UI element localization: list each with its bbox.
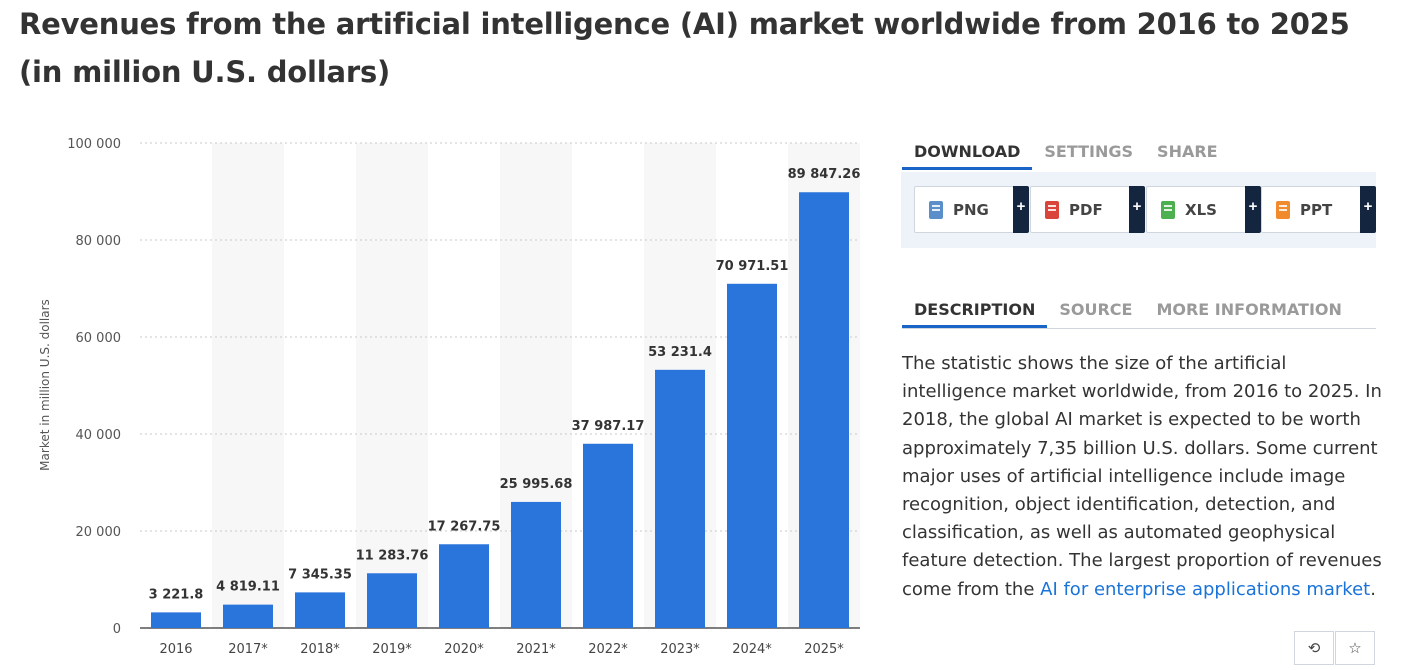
tab-more-information[interactable]: MORE INFORMATION (1156, 300, 1342, 319)
data-label: 70 971.51 (716, 259, 789, 274)
description-text: The statistic shows the size of the arti… (902, 350, 1382, 604)
favorite-button[interactable]: ☆ (1335, 631, 1375, 665)
data-label: 89 847.26 (788, 167, 861, 182)
download-pdf-label: PDF (1069, 200, 1103, 219)
y-tick-label: 40 000 (76, 428, 122, 443)
x-tick-label: 2019* (372, 642, 412, 657)
pdf-file-icon (1045, 200, 1059, 219)
background-band (356, 143, 428, 628)
x-tick-label: 2017* (228, 642, 268, 657)
tab-download[interactable]: DOWNLOAD (902, 142, 1033, 170)
bar (727, 283, 777, 628)
data-label: 11 283.76 (356, 548, 429, 563)
enterprise-applications-link[interactable]: AI for enterprise applications market (1040, 578, 1371, 600)
bar-chart: 0 20 000 40 000 60 000 80 000 100 000 3 221.8 2… (38, 137, 861, 657)
bar (439, 544, 489, 628)
download-pdf-button[interactable]: PDF + (1030, 186, 1145, 233)
download-png-label: PNG (953, 200, 989, 219)
data-label: 3 221.8 (149, 587, 204, 602)
y-tick-label: 0 (113, 622, 121, 637)
bar (223, 604, 273, 628)
x-tick-label: 2016 (159, 642, 192, 657)
x-tick-label: 2022* (588, 642, 628, 657)
data-label: 25 995.68 (500, 477, 573, 492)
x-tick-label: 2021* (516, 642, 556, 657)
bar (799, 192, 849, 628)
pdf-options-plus-icon[interactable]: + (1129, 186, 1145, 233)
x-tick-label: 2018* (300, 642, 340, 657)
info-tabs: DESCRIPTION SOURCE MORE INFORMATION (902, 300, 1354, 328)
page-title: Revenues from the artificial intelligenc… (19, 7, 1350, 89)
description-end: . (1370, 578, 1376, 600)
description-body: The statistic shows the size of the arti… (902, 353, 1382, 600)
y-tick-label: 60 000 (76, 331, 122, 346)
data-label: 37 987.17 (572, 419, 645, 434)
xls-options-plus-icon[interactable]: + (1245, 186, 1261, 233)
x-tick-label: 2025* (804, 642, 844, 657)
background-band (212, 143, 284, 628)
download-ppt-button[interactable]: PPT + (1261, 186, 1376, 233)
data-label: 17 267.75 (428, 519, 501, 534)
bar (151, 612, 201, 628)
png-options-plus-icon[interactable]: + (1013, 186, 1029, 233)
x-tick-label: 2024* (732, 642, 772, 657)
y-tick-label: 80 000 (76, 234, 122, 249)
data-label: 4 819.11 (216, 580, 280, 595)
history-button[interactable]: ⟲ (1294, 631, 1334, 665)
png-file-icon (929, 200, 943, 219)
data-label: 53 231.4 (648, 345, 712, 360)
download-xls-label: XLS (1185, 200, 1217, 219)
bar (583, 443, 633, 628)
x-tick-label: 2023* (660, 642, 700, 657)
download-panel: PNG + PDF + XLS + PPT + (901, 172, 1376, 248)
data-label: 7 345.35 (288, 567, 352, 582)
bar (295, 592, 345, 628)
y-tick-label: 100 000 (67, 137, 121, 152)
ppt-file-icon (1276, 200, 1290, 219)
xls-file-icon (1161, 200, 1175, 219)
star-icon: ☆ (1348, 640, 1362, 657)
download-tabs: DOWNLOAD SETTINGS SHARE (902, 142, 1230, 170)
tab-description[interactable]: DESCRIPTION (902, 300, 1048, 328)
download-ppt-label: PPT (1300, 200, 1333, 219)
info-tabs-divider (902, 328, 1376, 329)
x-tick-label: 2020* (444, 642, 484, 657)
tab-share[interactable]: SHARE (1157, 142, 1218, 161)
bar (367, 573, 417, 628)
bar (511, 501, 561, 628)
history-icon: ⟲ (1307, 640, 1321, 657)
download-xls-button[interactable]: XLS + (1146, 186, 1261, 233)
download-png-button[interactable]: PNG + (914, 186, 1029, 233)
ppt-options-plus-icon[interactable]: + (1360, 186, 1376, 233)
tab-settings[interactable]: SETTINGS (1044, 142, 1134, 161)
bar (655, 369, 705, 628)
tab-source[interactable]: SOURCE (1059, 300, 1133, 319)
y-tick-label: 20 000 (76, 525, 122, 540)
y-axis-label: Market in million U.S. dollars (38, 299, 52, 471)
